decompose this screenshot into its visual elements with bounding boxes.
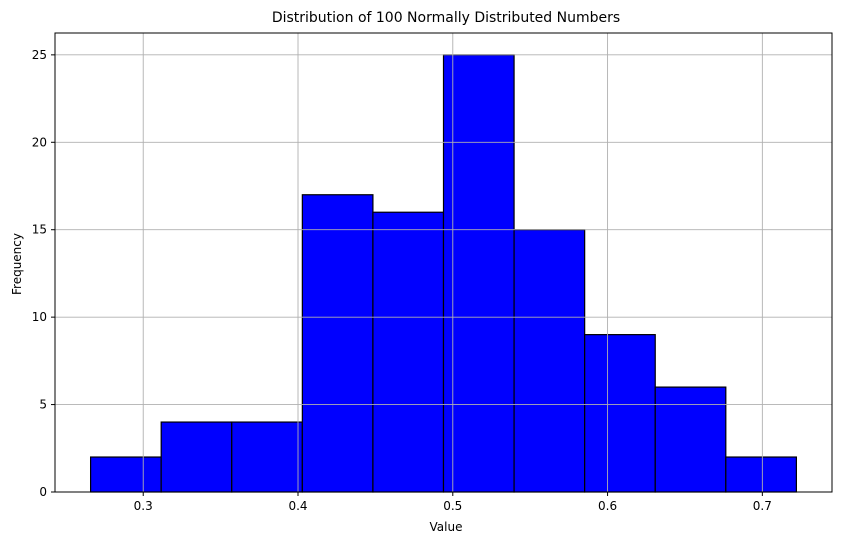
chart-title: Distribution of 100 Normally Distributed… — [272, 10, 620, 26]
x-tick-label: 0.5 — [443, 499, 462, 513]
y-tick-label: 20 — [32, 135, 47, 149]
histogram-bar — [725, 456, 798, 493]
histogram-bar — [301, 194, 374, 493]
x-tick-label: 0.3 — [134, 499, 153, 513]
axes-frame — [54, 32, 833, 493]
y-tick-label: 10 — [32, 310, 47, 324]
y-tick-label: 25 — [32, 48, 47, 62]
histogram-bar — [160, 421, 233, 493]
y-axis-label: Frequency — [10, 233, 24, 295]
histogram-bar — [513, 229, 586, 493]
x-tick-label: 0.7 — [753, 499, 772, 513]
histogram-bar — [89, 456, 162, 493]
y-tick-label: 0 — [39, 485, 47, 499]
y-axis-ticks: 0 5 10 15 20 25 — [32, 48, 55, 499]
histogram-bar — [231, 421, 303, 493]
histogram-bar — [654, 386, 727, 493]
histogram-bar — [584, 334, 656, 493]
x-axis-label: Value — [430, 520, 463, 534]
x-tick-label: 0.4 — [288, 499, 307, 513]
x-tick-label: 0.6 — [598, 499, 617, 513]
y-tick-label: 5 — [39, 398, 47, 412]
histogram-bar — [372, 211, 445, 493]
x-axis-ticks: 0.3 0.4 0.5 0.6 0.7 — [134, 492, 772, 513]
histogram-bar — [442, 54, 515, 493]
y-tick-label: 15 — [32, 223, 47, 237]
histogram-bars — [89, 54, 798, 493]
plot-frame — [54, 32, 833, 493]
